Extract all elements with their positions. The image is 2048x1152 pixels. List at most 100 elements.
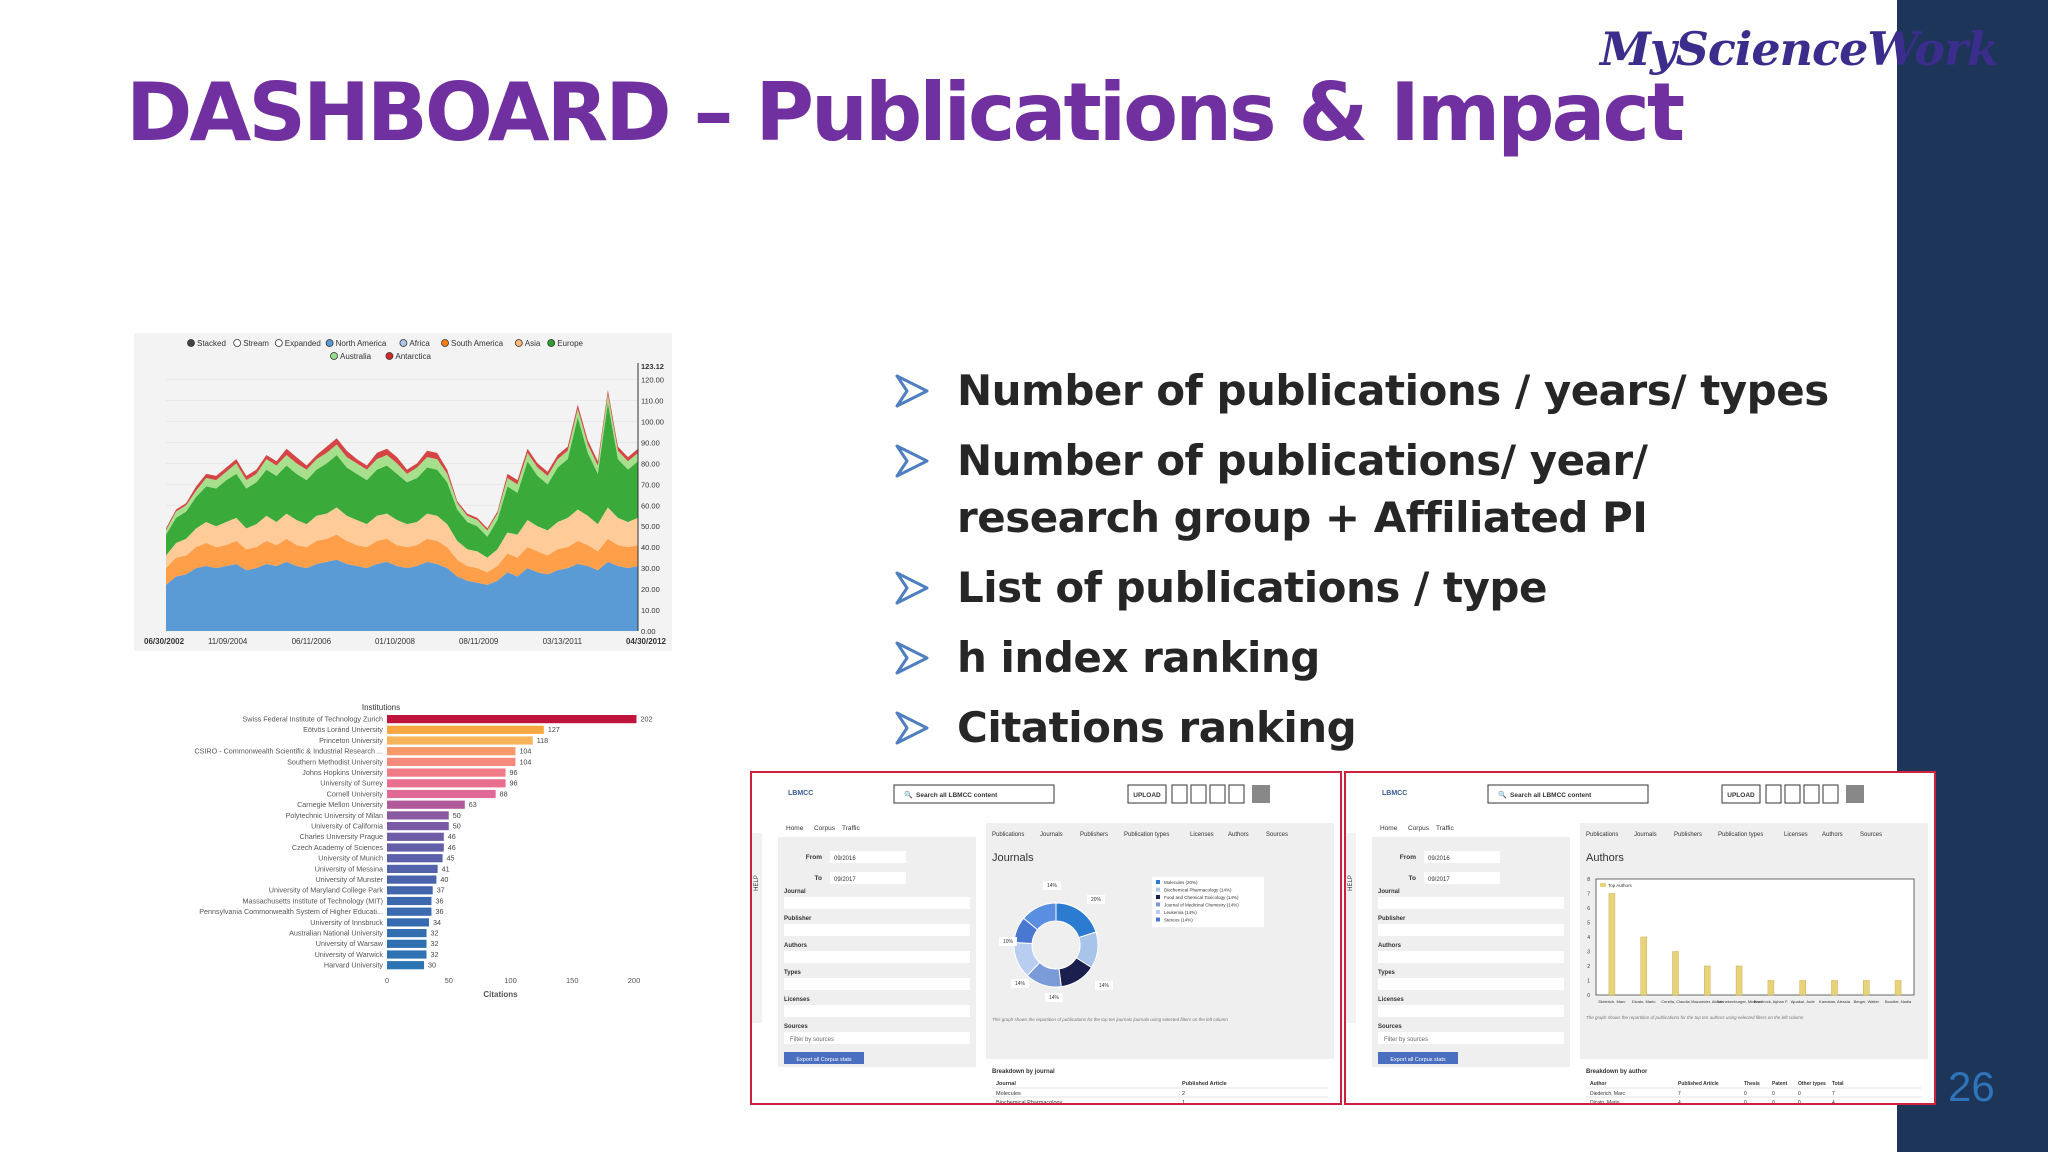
bar-category-label: Kamatan, Alessia (1819, 999, 1851, 1004)
bar (387, 864, 438, 873)
filter-label: Sources (1378, 1024, 1402, 1030)
panel-tab-label: Publication types (1718, 832, 1763, 838)
y-tick-label: 60.00 (641, 501, 660, 510)
table-cell: 1 (1182, 1100, 1185, 1105)
bar-chart-thumbnail: Institutions Swiss Federal Institute of T… (134, 700, 674, 1000)
filter-input[interactable] (1378, 1005, 1564, 1017)
x-tick-label: 08/11/2009 (459, 637, 499, 646)
bar (387, 811, 449, 820)
table-header: Thesis (1744, 1081, 1760, 1087)
to-input[interactable] (830, 872, 906, 884)
filter-input[interactable] (784, 1005, 970, 1017)
y-tick-label: 30.00 (641, 564, 660, 573)
x-axis-label: Citations (483, 990, 518, 999)
bar (387, 961, 425, 970)
bar-category-label: Pennsylvania Commonwealth System of High… (199, 907, 383, 916)
author-bar (1608, 893, 1616, 996)
filter-input[interactable] (784, 978, 970, 990)
area-series-south-america (166, 534, 638, 585)
to-input[interactable] (1424, 872, 1500, 884)
y-tick-label: 6 (1587, 906, 1590, 912)
filter-input[interactable] (784, 897, 970, 909)
from-input[interactable] (830, 851, 906, 863)
author-bar (1863, 980, 1870, 996)
filter-input[interactable] (1378, 924, 1564, 936)
legend-label: South America (451, 339, 504, 348)
filter-input[interactable] (1378, 978, 1564, 990)
flag-icon[interactable] (1803, 784, 1820, 804)
filter-input[interactable] (1378, 951, 1564, 963)
table-header: Total (1832, 1081, 1844, 1087)
search-input[interactable] (893, 784, 1055, 804)
legend-swatch (1600, 883, 1606, 887)
bar-value-label: 37 (437, 886, 445, 895)
dashboard-screenshot-journals: LBMCC 🔍 Search all LBMCC content UPLOAD HELP… (750, 771, 1342, 1105)
legend-label: Africa (409, 339, 430, 348)
filter-label: Authors (784, 943, 808, 949)
filter-input[interactable] (784, 924, 970, 936)
bar (387, 907, 432, 916)
filter-input[interactable] (784, 951, 970, 963)
legend-label: Food and Chemical Toxicology (14%) (1164, 895, 1239, 900)
legend-swatch (1156, 902, 1160, 907)
sources-select[interactable] (1378, 1032, 1564, 1044)
bar-category-label: Swiss Federal Institute of Technology Zu… (243, 715, 384, 724)
mail-icon[interactable] (1822, 784, 1839, 804)
table-header: Journal (996, 1081, 1016, 1087)
help-tab[interactable] (752, 833, 762, 1023)
bar (387, 886, 433, 895)
panel-tab-label: Licenses (1784, 832, 1808, 838)
legend-label: Australia (340, 352, 372, 361)
chart-caption: The graph shows the repartition of publi… (1586, 1015, 1804, 1020)
export-button[interactable] (1378, 1052, 1458, 1064)
table-cell: 0 (1772, 1091, 1775, 1097)
legend-label: Antarctica (395, 352, 431, 361)
upload-button[interactable] (1721, 784, 1761, 804)
panel-tab-label: Publications (992, 832, 1024, 838)
help-tab[interactable] (1346, 833, 1356, 1023)
settings-icon[interactable] (1765, 784, 1782, 804)
legend-label: Biochemical Pharmacology (14%) (1164, 888, 1232, 893)
to-label: To (815, 875, 822, 882)
breakdown-title: Breakdown by author (1586, 1069, 1648, 1075)
mail-icon[interactable] (1228, 784, 1245, 804)
bar-chart-title: Institutions (362, 703, 400, 712)
y-tick-label: 70.00 (641, 480, 660, 489)
flag-icon[interactable] (1209, 784, 1226, 804)
nav-tab-label: Home (1380, 825, 1398, 832)
bullet-text: Citations ranking (957, 703, 1357, 752)
export-label: Export all Corpus stats (1390, 1057, 1446, 1063)
upload-button[interactable] (1127, 784, 1167, 804)
sources-select[interactable] (784, 1032, 970, 1044)
table-cell: 0 (1744, 1100, 1747, 1105)
x-tick-label: 03/13/2011 (543, 637, 583, 646)
to-value: 09/2017 (834, 877, 856, 883)
breakdown-table (992, 1077, 1328, 1103)
filter-input[interactable] (1378, 897, 1564, 909)
search-input[interactable] (1487, 784, 1649, 804)
panel-title: Journals (992, 852, 1034, 864)
bar-category-label: Dicato, Mario (1632, 999, 1656, 1004)
chart-icon[interactable] (1784, 784, 1801, 804)
avatar[interactable] (1252, 785, 1270, 803)
donut-label-box (1095, 981, 1113, 990)
table-cell: 7 (1832, 1091, 1835, 1097)
x-tick-label: 0 (385, 976, 389, 985)
export-button[interactable] (784, 1052, 864, 1064)
settings-icon[interactable] (1171, 784, 1188, 804)
area-series-north-america (166, 559, 638, 631)
x-tick-label: 11/09/2004 (208, 637, 248, 646)
chart-icon[interactable] (1190, 784, 1207, 804)
authors-plot-area (1595, 878, 1915, 996)
avatar[interactable] (1846, 785, 1864, 803)
bar-category-label: Mazumder, Aloran (1691, 999, 1723, 1004)
bar-value-label: 36 (435, 896, 443, 905)
bullet-text: h index ranking (957, 633, 1320, 682)
bar (387, 747, 516, 756)
x-tick-label: 50 (445, 976, 453, 985)
from-input[interactable] (1424, 851, 1500, 863)
breakdown-title: Breakdown by journal (992, 1069, 1055, 1075)
panel-tab-label: Publishers (1080, 832, 1108, 838)
x-tick-label: 06/11/2006 (292, 637, 332, 646)
bar-value-label: 46 (448, 843, 456, 852)
